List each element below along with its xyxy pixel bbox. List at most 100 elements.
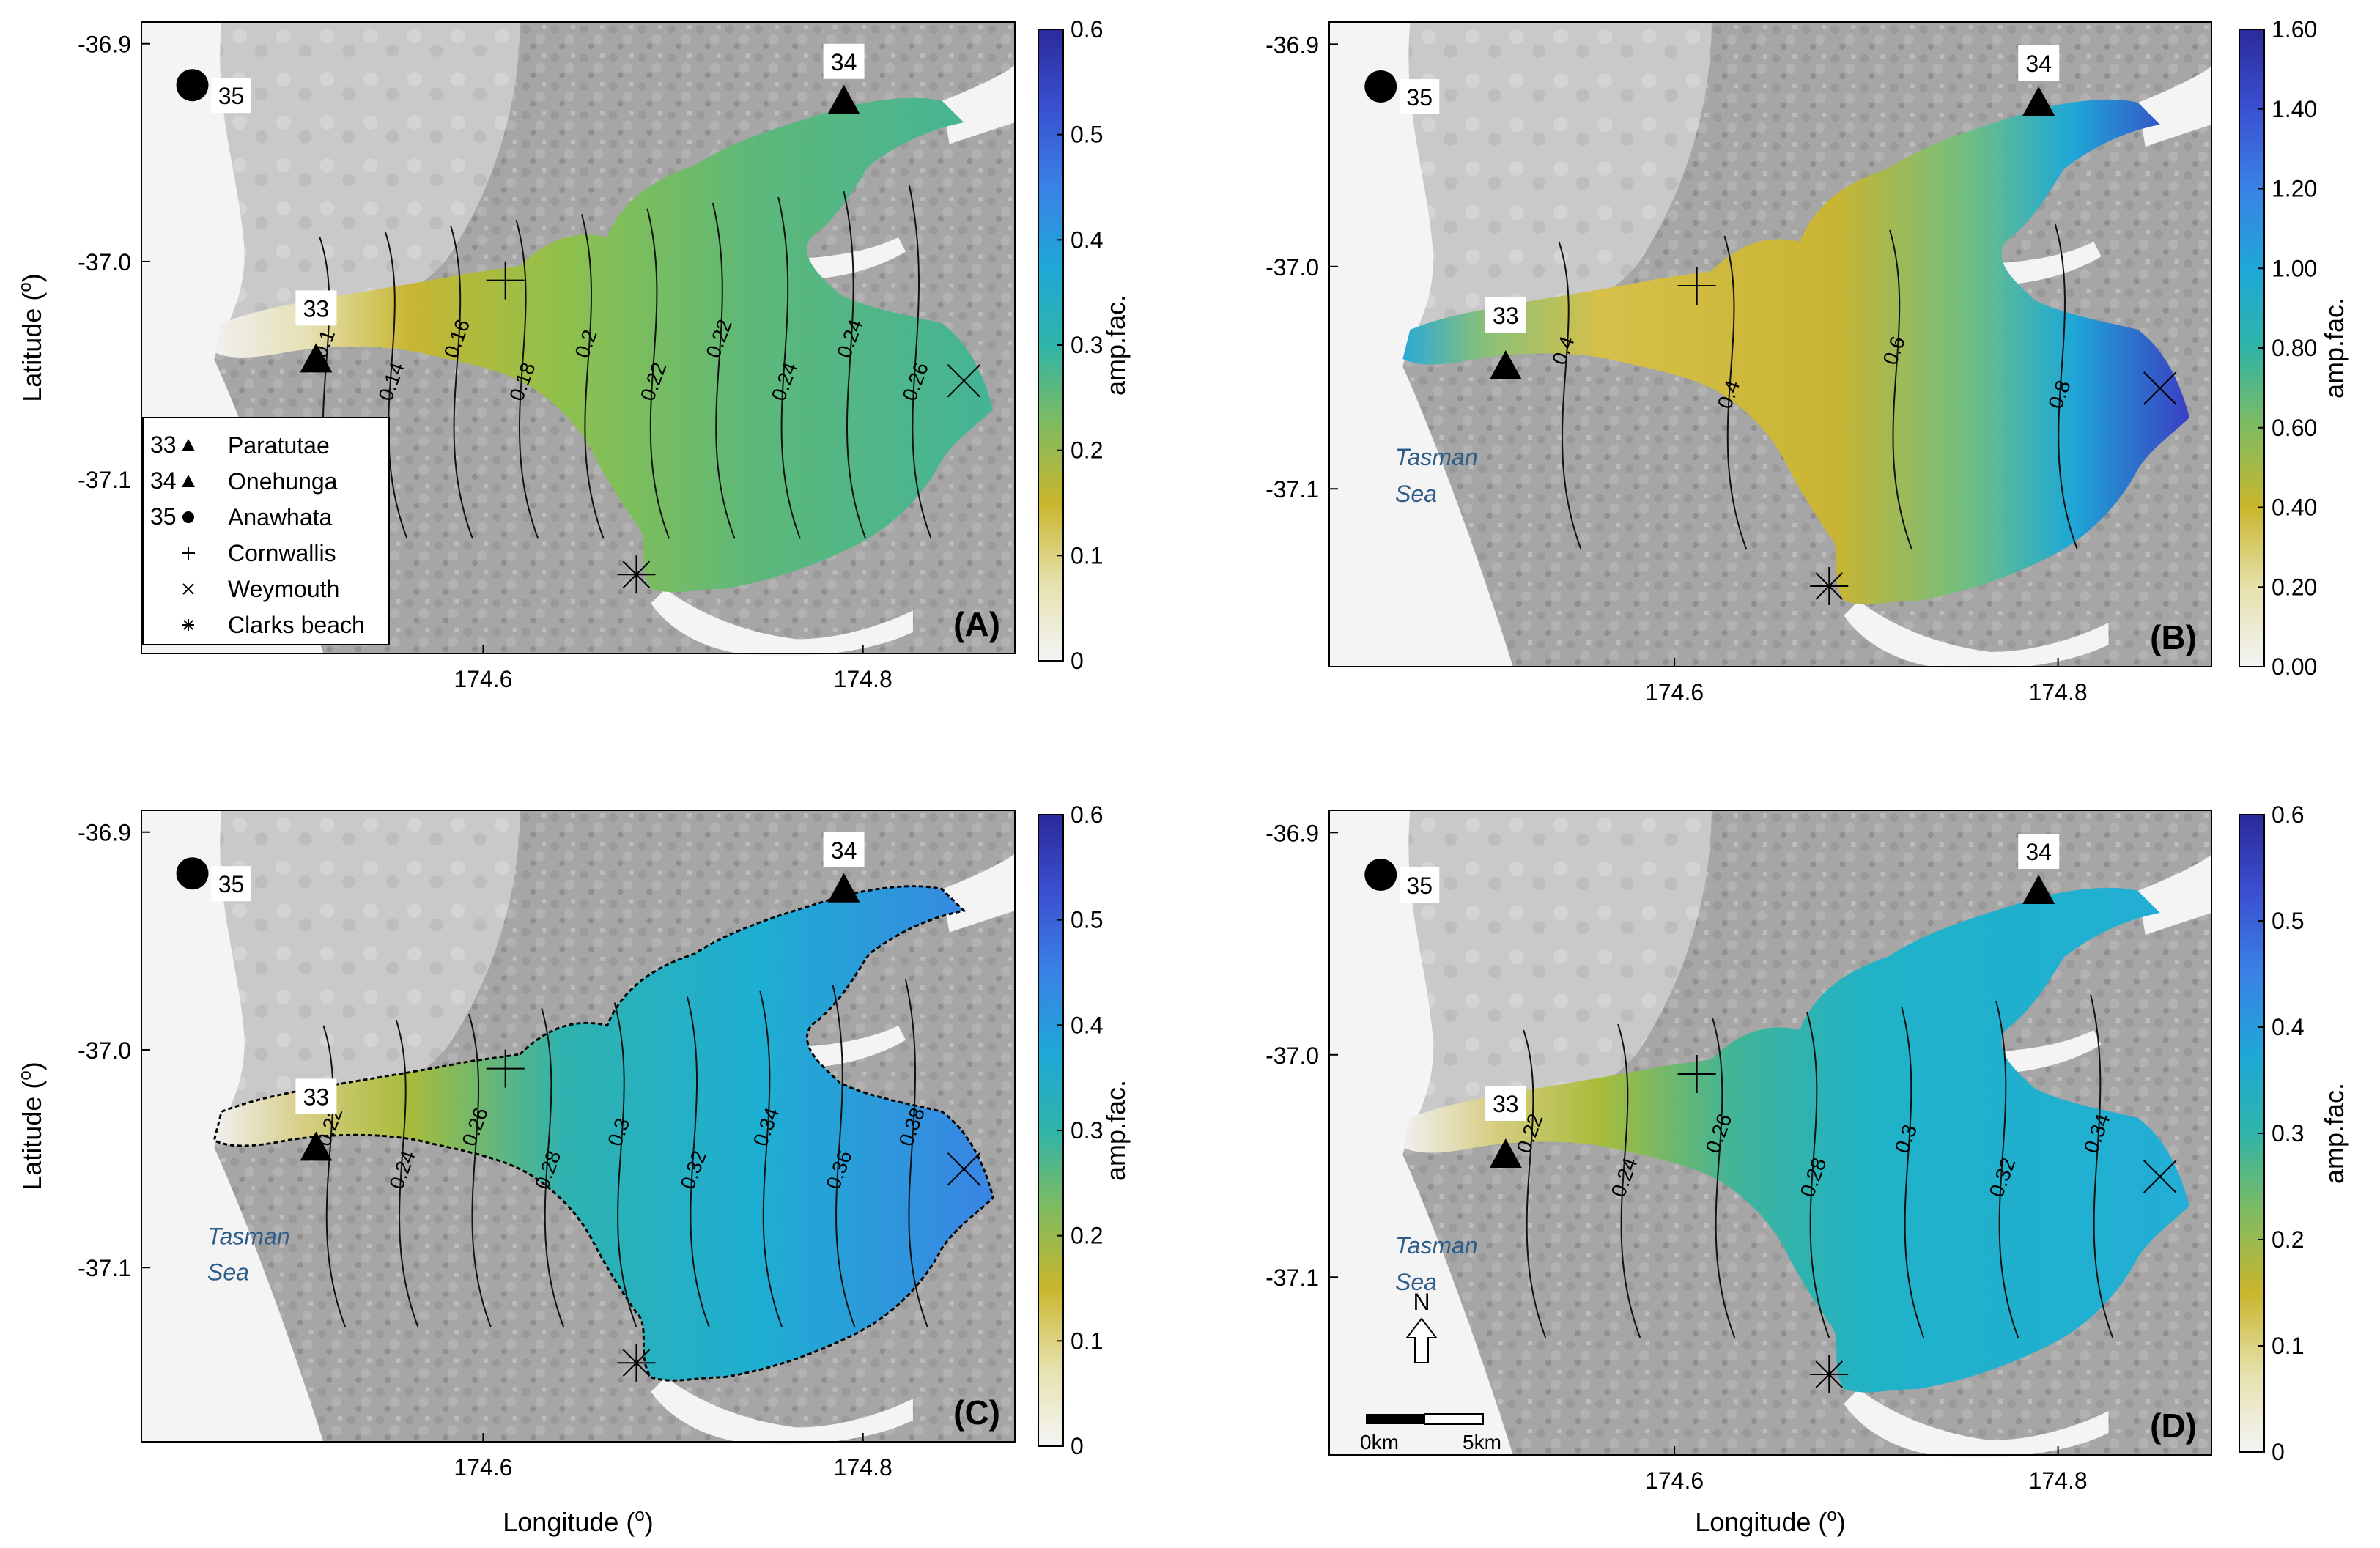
sea-label: Sea	[207, 1259, 249, 1286]
longitude-axis-label: Longitude (o)	[503, 1506, 654, 1537]
legend-key: 35	[150, 503, 177, 530]
map-panel-d: 0.220.240.260.280.30.320.34-36.9-37.0-37…	[1265, 801, 2349, 1537]
contour-line	[646, 208, 670, 539]
contour-line	[581, 214, 605, 539]
station-33-label-box	[1485, 297, 1526, 333]
station-34-label-box	[2018, 834, 2060, 869]
colorbar-tick-label: 0.4	[1071, 1012, 1103, 1038]
tasman-sea-water	[1329, 22, 1513, 667]
colorbar-label: amp.fac.	[2319, 297, 2349, 399]
station-34-label-box	[823, 43, 865, 79]
sea-label: Sea	[1395, 1269, 1437, 1295]
legend-circle-icon	[182, 511, 194, 523]
contour-line	[395, 1019, 419, 1327]
tasman-label: Tasman	[1395, 1232, 1478, 1259]
station-33-marker	[300, 1131, 333, 1161]
weymouth-marker	[2143, 371, 2177, 405]
station-34-marker	[2022, 875, 2055, 904]
contour-line	[384, 231, 408, 539]
tasman-sea-water	[141, 810, 324, 1443]
colorbar-tick-label: 1.00	[2272, 255, 2317, 281]
station-34-label: 34	[831, 837, 857, 864]
lat-tick-label: -36.9	[78, 32, 131, 58]
colorbar-label: amp.fac.	[1101, 295, 1131, 396]
longitude-axis-label: Longitude (o)	[1695, 1506, 1846, 1537]
scale-bar-black	[1366, 1414, 1424, 1424]
colorbar-tick-label: 0.80	[2272, 335, 2317, 361]
station-35-marker	[1364, 70, 1397, 103]
lat-tick-label: -37.0	[78, 249, 131, 275]
legend-box	[142, 417, 390, 645]
weymouth-marker	[947, 364, 981, 398]
panel-label: (C)	[953, 1393, 1000, 1432]
weymouth-marker	[947, 1152, 981, 1186]
contour-line	[712, 202, 736, 539]
station-35-label: 35	[1406, 84, 1433, 111]
map-panel-c: 0.220.240.260.280.30.320.340.360.38-36.9…	[15, 801, 1131, 1537]
colorbar-tick-label: 0.6	[1071, 801, 1103, 828]
latitude-axis-label: Latitude (o)	[15, 1062, 47, 1190]
lat-tick-label: -37.1	[78, 1255, 131, 1281]
upper-inlet	[942, 64, 1015, 144]
colorbar-tick-label: 0.20	[2272, 574, 2317, 600]
legend-key: 33	[150, 432, 177, 458]
colorbar-tick-label: 0.00	[2272, 653, 2317, 680]
station-34-label-box	[823, 832, 865, 867]
colorbar-tick-label: 0.2	[2272, 1226, 2304, 1253]
contour-line	[908, 185, 932, 539]
legend-item-label: Clarks beach	[228, 612, 365, 638]
contour-line	[450, 225, 473, 539]
colorbar-tick-label: 0.5	[2272, 908, 2304, 934]
sea-label: Sea	[1395, 481, 1437, 507]
colorbar-tick-label: 0.1	[1071, 1327, 1103, 1354]
colorbar: 0 0.1 0.2 0.3 0.4 0.5 0.6 amp.fac.	[2239, 801, 2349, 1465]
station-35-marker	[176, 857, 209, 890]
station-33-label: 33	[303, 1084, 330, 1110]
lat-tick-label: -37.0	[1265, 254, 1319, 281]
legend-asterisk-icon	[182, 619, 194, 631]
contour-line	[1723, 235, 1748, 550]
legend-plus-icon	[182, 547, 195, 560]
colorbar-tick-label: 0.2	[1071, 1223, 1103, 1249]
upper-inlet	[942, 853, 1015, 933]
contour-line	[1523, 1029, 1547, 1338]
tasman-sea-water	[1329, 810, 1513, 1455]
scale-start-label: 0km	[1360, 1431, 1399, 1453]
clarks-beach-marker	[617, 1344, 656, 1382]
cornwallis-marker	[1677, 1055, 1716, 1093]
south-inlet	[651, 588, 913, 656]
scale-bar: 0km 5km N	[1360, 1289, 1501, 1453]
lat-tick-label: -36.9	[1265, 820, 1319, 846]
station-33-label: 33	[303, 295, 330, 322]
clarks-beach-marker	[1810, 1355, 1849, 1393]
colorbar-tick-label: 0	[1071, 648, 1084, 674]
south-inlet	[1844, 1389, 2109, 1458]
station-33-label: 33	[1493, 1091, 1519, 1117]
scale-bar-white	[1424, 1413, 1484, 1425]
cornwallis-marker	[1677, 267, 1716, 305]
contour-line	[2090, 994, 2114, 1338]
weymouth-marker	[2143, 1160, 2177, 1193]
contour-line	[687, 996, 710, 1327]
contour-line	[1806, 1012, 1830, 1338]
legend-item-label: Onehunga	[228, 468, 338, 495]
lat-tick-label: -37.1	[1265, 476, 1319, 503]
contour-line	[777, 196, 801, 539]
colorbar-tick-label: 0.2	[1071, 437, 1103, 464]
tasman-label: Tasman	[207, 1223, 290, 1250]
station-34-marker	[2022, 86, 2055, 116]
colorbar-tick-label: 1.40	[2272, 96, 2317, 122]
colorbar-tick-label: 0.4	[1071, 226, 1103, 253]
colorbar-tick-label: 0.1	[2272, 1333, 2304, 1359]
station-34-label: 34	[2025, 51, 2052, 77]
colorbar-tick-label: 0.6	[2272, 801, 2304, 828]
legend-item-label: Weymouth	[228, 576, 339, 602]
lat-tick-label: -37.1	[1265, 1264, 1319, 1291]
north-arrow-icon	[1405, 1317, 1438, 1363]
map-frame	[1328, 21, 2212, 667]
colorbar-tick-label: 0.1	[1071, 542, 1103, 569]
contour-line	[1617, 1023, 1641, 1338]
contour-line	[832, 985, 856, 1327]
clarks-beach-marker	[1810, 567, 1849, 605]
